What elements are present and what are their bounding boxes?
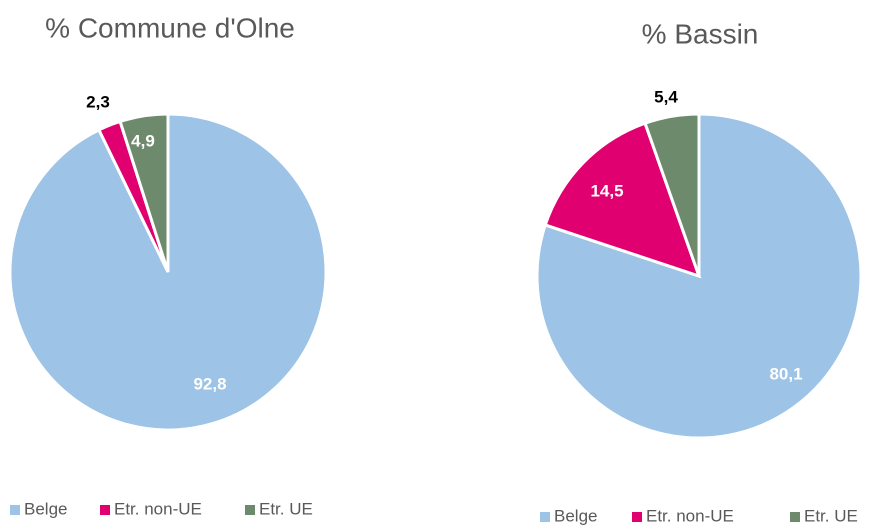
legend-swatch: [632, 512, 642, 522]
data-label: 80,1: [769, 364, 802, 383]
legend-label: Etr. UE: [804, 506, 858, 525]
data-label: 5,4: [654, 87, 678, 106]
pie-slice: [8, 112, 328, 432]
legend-label: Belge: [24, 499, 67, 518]
chart-title: % Commune d'Olne: [45, 12, 295, 43]
chart-title: % Bassin: [642, 18, 759, 49]
data-label: 4,9: [131, 131, 155, 150]
legend-swatch: [10, 505, 20, 515]
pie-slice: [643, 112, 701, 277]
legend-label: Etr. non-UE: [114, 499, 202, 518]
legend-swatch: [790, 512, 800, 522]
data-label: 14,5: [590, 181, 623, 200]
legend-swatch: [100, 505, 110, 515]
data-label: 92,8: [193, 374, 226, 393]
legend-swatch: [540, 512, 550, 522]
pie-slice: [543, 121, 702, 279]
legend-label: Etr. UE: [259, 499, 313, 518]
data-label: 2,3: [86, 92, 110, 111]
legend-swatch: [245, 505, 255, 515]
pie-slice: [118, 112, 170, 273]
legend-label: Etr. non-UE: [646, 506, 734, 525]
legend-label: Belge: [554, 506, 597, 525]
